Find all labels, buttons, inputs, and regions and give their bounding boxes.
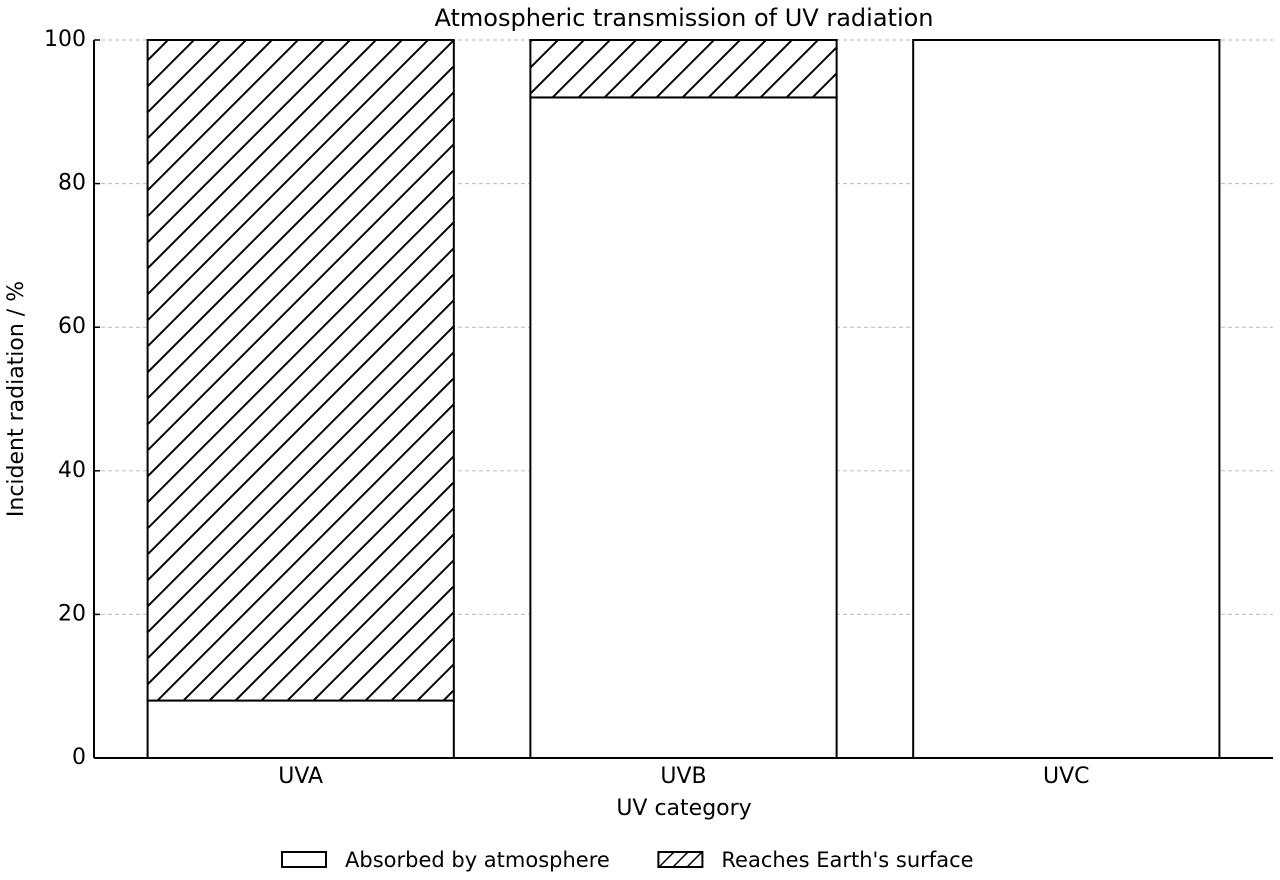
bar-segment: [146, 699, 455, 759]
y-tick-label: 80: [58, 171, 86, 196]
legend-swatch: [281, 851, 327, 868]
chart-title: Atmospheric transmission of UV radiation: [434, 4, 933, 32]
y-tick-label: 20: [58, 601, 86, 626]
x-axis-label: UV category: [616, 796, 751, 821]
y-tick-label: 60: [58, 314, 86, 339]
x-tick-label: UVC: [1043, 764, 1090, 789]
bar-segment: [912, 39, 1221, 759]
y-tick-label: 40: [58, 458, 86, 483]
y-tick-label: 0: [72, 745, 86, 770]
x-tick-label: UVB: [660, 764, 706, 789]
x-tick-label: UVA: [278, 764, 323, 789]
y-axis-label: Incident radiation / %: [4, 281, 29, 517]
bar-segment: [529, 96, 838, 759]
legend-label: Reaches Earth's surface: [721, 848, 973, 872]
bar-segment: [529, 39, 838, 99]
legend-swatch: [657, 851, 704, 868]
y-tick-label: 100: [44, 27, 86, 52]
legend-label: Absorbed by atmosphere: [345, 848, 610, 872]
bar-segment: [146, 39, 455, 702]
